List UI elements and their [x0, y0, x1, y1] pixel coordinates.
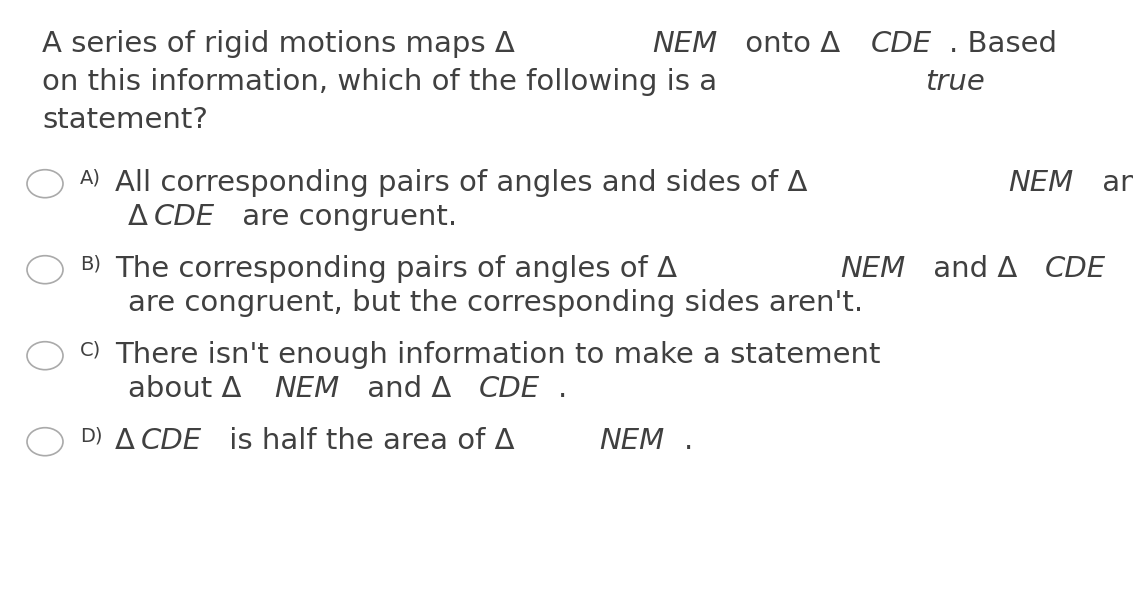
Text: is half the area of Δ: is half the area of Δ [220, 427, 514, 455]
Text: . Based: . Based [949, 30, 1057, 58]
Text: NEM: NEM [651, 30, 717, 58]
Text: onto Δ: onto Δ [736, 30, 841, 58]
Text: NEM: NEM [599, 427, 665, 455]
Text: CDE: CDE [154, 203, 215, 231]
Text: Δ: Δ [128, 203, 148, 231]
Text: and Δ: and Δ [358, 375, 452, 403]
Text: CDE: CDE [140, 427, 202, 455]
Text: and: and [1092, 169, 1133, 197]
Text: NEM: NEM [1008, 169, 1074, 197]
Text: NEM: NEM [841, 255, 905, 283]
Text: true: true [925, 68, 985, 96]
Text: A): A) [80, 169, 101, 188]
Text: are congruent.: are congruent. [232, 203, 457, 231]
Text: C): C) [80, 341, 101, 360]
Text: about Δ: about Δ [128, 375, 241, 403]
Text: All corresponding pairs of angles and sides of Δ: All corresponding pairs of angles and si… [116, 169, 808, 197]
Text: are congruent, but the corresponding sides aren't.: are congruent, but the corresponding sid… [128, 289, 863, 317]
Text: There isn't enough information to make a statement: There isn't enough information to make a… [116, 341, 880, 369]
Text: Δ: Δ [116, 427, 135, 455]
Text: .: . [557, 375, 566, 403]
Text: NEM: NEM [274, 375, 340, 403]
Text: D): D) [80, 427, 102, 446]
Text: statement?: statement? [42, 106, 207, 134]
Text: on this information, which of the following is a: on this information, which of the follow… [42, 68, 726, 96]
Text: B): B) [80, 255, 101, 274]
Text: A series of rigid motions maps Δ: A series of rigid motions maps Δ [42, 30, 514, 58]
Text: CDE: CDE [1045, 255, 1106, 283]
Text: CDE: CDE [479, 375, 540, 403]
Text: CDE: CDE [870, 30, 931, 58]
Text: .: . [683, 427, 693, 455]
Text: The corresponding pairs of angles of Δ: The corresponding pairs of angles of Δ [116, 255, 678, 283]
Text: and Δ: and Δ [925, 255, 1017, 283]
